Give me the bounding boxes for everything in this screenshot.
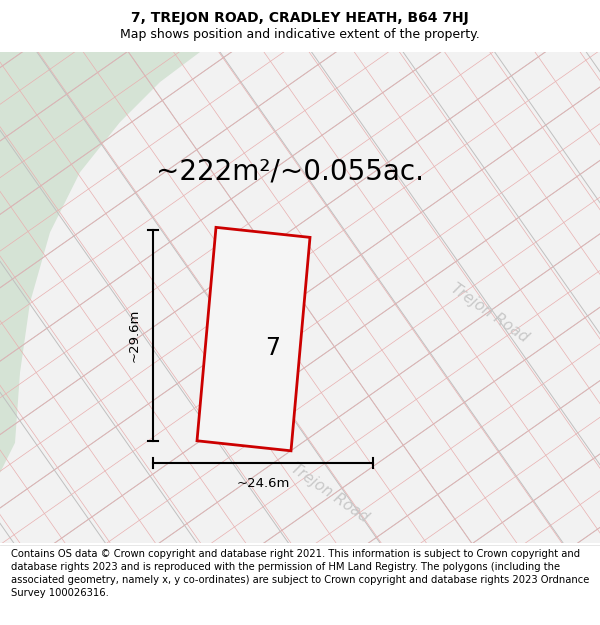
Text: Map shows position and indicative extent of the property.: Map shows position and indicative extent… — [120, 28, 480, 41]
Text: Trejon Road: Trejon Road — [289, 461, 371, 525]
Text: ~24.6m: ~24.6m — [236, 477, 290, 490]
Text: Trejon Road: Trejon Road — [448, 280, 532, 345]
Text: Contains OS data © Crown copyright and database right 2021. This information is : Contains OS data © Crown copyright and d… — [11, 549, 589, 598]
Text: ~29.6m: ~29.6m — [128, 309, 141, 362]
Text: 7, TREJON ROAD, CRADLEY HEATH, B64 7HJ: 7, TREJON ROAD, CRADLEY HEATH, B64 7HJ — [131, 11, 469, 26]
Text: ~222m²/~0.055ac.: ~222m²/~0.055ac. — [156, 158, 424, 185]
Polygon shape — [0, 52, 200, 473]
Polygon shape — [197, 228, 310, 451]
Text: 7: 7 — [265, 336, 281, 359]
